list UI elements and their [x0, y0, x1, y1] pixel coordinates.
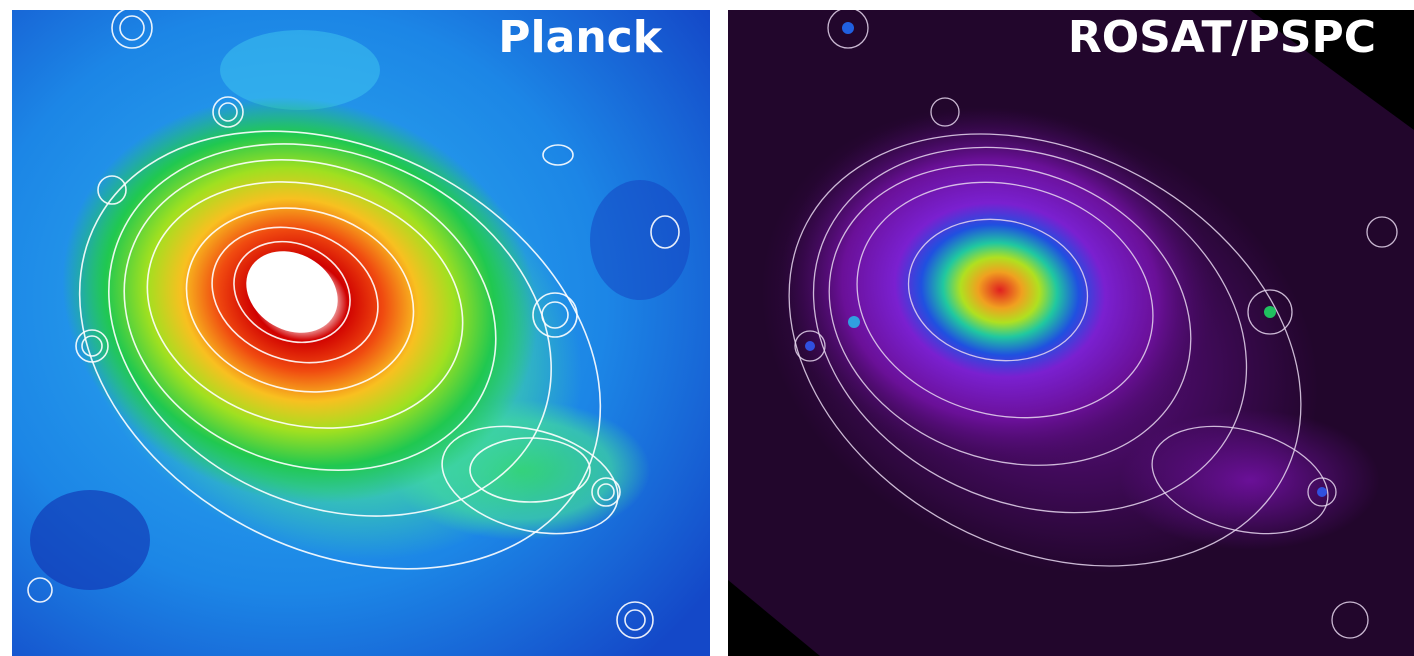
page: Planck ROSAT/PSPC (() => { const data = … — [0, 0, 1414, 656]
image-pair: Planck ROSAT/PSPC — [0, 0, 1414, 656]
planck-panel: Planck — [3, 8, 710, 656]
rosat-panel: ROSAT/PSPC — [684, 8, 1414, 656]
panel-label: ROSAT/PSPC — [1068, 12, 1376, 63]
panel-label: Planck — [498, 12, 663, 63]
